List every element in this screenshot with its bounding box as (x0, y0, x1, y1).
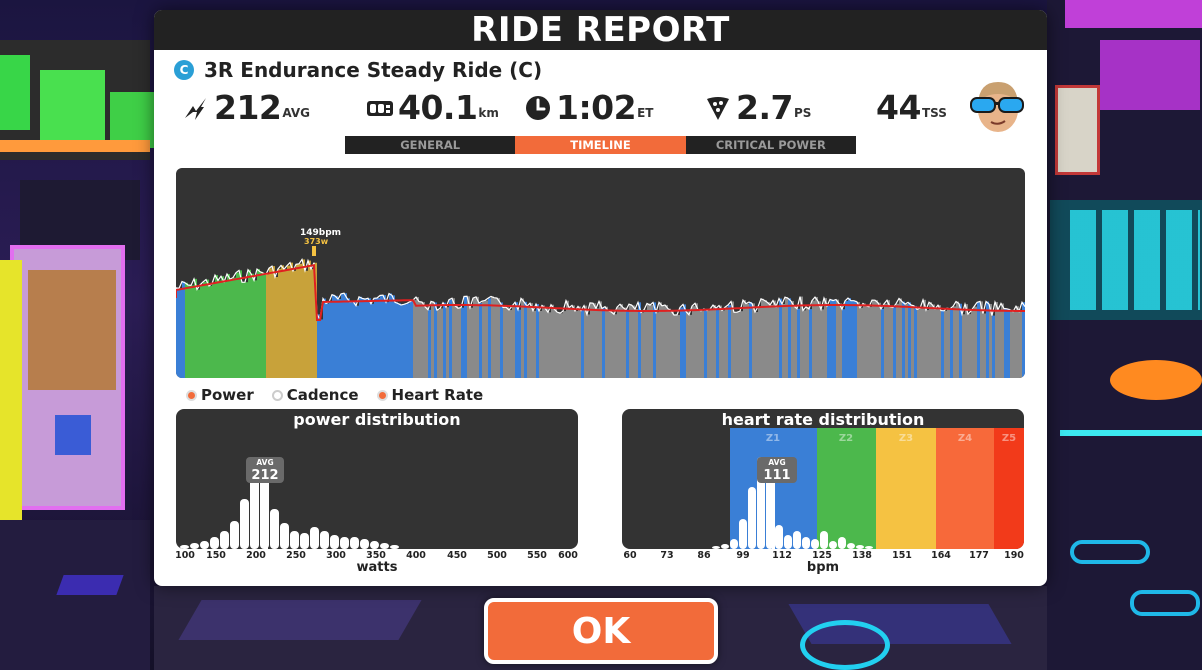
hr-tick: 177 (969, 550, 989, 561)
hr-tick: 86 (697, 550, 711, 561)
category-badge: C (174, 60, 194, 80)
tab-critical-power[interactable]: CRITICAL POWER (715, 138, 826, 152)
power-tick: 150 (206, 550, 226, 561)
hr-tick: 99 (736, 550, 750, 561)
tss-unit: TSS (921, 106, 947, 120)
hr-tick: 138 (852, 550, 872, 561)
power-tick: 500 (487, 550, 507, 561)
stat-pizza: 2.7 PS (704, 88, 811, 128)
power-tick: 100 (175, 550, 195, 561)
legend-cadence[interactable]: Cadence (271, 386, 359, 404)
rider-avatar (970, 82, 1024, 132)
power-tick: 300 (326, 550, 346, 561)
tss-value: 44 (876, 88, 921, 127)
pizza-unit: PS (793, 106, 812, 120)
power-tick: 550 (527, 550, 547, 561)
modal-title: RIDE REPORT (471, 10, 730, 50)
power-tick: 200 (246, 550, 266, 561)
hr-tick: 125 (812, 550, 832, 561)
zone-band-z4 (936, 428, 994, 549)
legend-power[interactable]: Power (186, 386, 254, 404)
stat-power: 212 AVG (182, 88, 310, 128)
power-icon (185, 98, 206, 120)
zone-label-z3: Z3 (899, 433, 913, 444)
hr-avg-badge (757, 457, 797, 483)
power-unit: AVG (282, 106, 310, 120)
time-value: 1:02 (556, 88, 637, 127)
peak-hr-label: 149bpm (300, 228, 341, 238)
stat-distance: 40.1 km (366, 88, 499, 128)
hr-tick: 73 (660, 550, 674, 561)
distance-value: 40.1 (398, 88, 478, 127)
power-x-label: watts (356, 560, 398, 575)
legend-power-toggle[interactable] (186, 389, 197, 401)
peak-power-label: 373w (304, 237, 329, 246)
stat-time: 1:02 ET (524, 88, 653, 128)
ride-title-row: C 3R Endurance Steady Ride (C) (174, 58, 542, 82)
zone-band-z2 (817, 428, 876, 549)
power-tick: 350 (366, 550, 386, 561)
peak-marker (312, 246, 316, 256)
heart-rate-trace (176, 264, 1025, 321)
time-unit: ET (637, 106, 654, 120)
hr-x-label: bpm (806, 560, 840, 575)
legend-heart-rate-label: Heart Rate (391, 386, 484, 404)
hr-distribution-panel: Z1 Z2 Z3 Z4 Z5 AVG 111 heart rate distri… (622, 409, 1024, 549)
power-x-axis: 100 150 200 250 300 350 400 450 500 550 … (175, 550, 578, 562)
power-tick: 600 (558, 550, 578, 561)
timeline-plot: 149bpm 373w (176, 228, 1025, 378)
legend-heart-rate-toggle[interactable] (376, 389, 388, 401)
power-tick: 450 (447, 550, 467, 561)
power-value: 212 (214, 88, 282, 127)
timeline-chart[interactable]: 149bpm 373w (176, 168, 1025, 378)
odometer-icon (367, 101, 393, 116)
stat-tss: 44 TSS (876, 88, 947, 128)
power-avg-label: AVG (256, 458, 273, 467)
ride-name: 3R Endurance Steady Ride (C) (204, 58, 543, 82)
power-tick: 250 (286, 550, 306, 561)
zone-label-z5: Z5 (1002, 433, 1016, 444)
stats-row: 212 AVG 40.1 km 1:02 ET (154, 88, 1047, 128)
power-tick: 400 (406, 550, 426, 561)
ride-report-modal: RIDE REPORT C 3R Endurance Steady Ride (… (154, 10, 1047, 586)
hr-distribution-histogram: Z1 Z2 Z3 Z4 Z5 AVG 111 (712, 428, 1024, 549)
legend-heart-rate[interactable]: Heart Rate (376, 386, 484, 404)
hr-tick: 190 (1004, 550, 1024, 561)
hr-tick: 164 (931, 550, 951, 561)
zone-band-z5 (994, 428, 1024, 549)
pizza-icon (707, 97, 729, 120)
power-distribution-histogram: AVG 212 (180, 457, 399, 549)
power-avg-value: 212 (251, 468, 278, 483)
zone-label-z1: Z1 (766, 433, 780, 444)
timeline-legend: Power Cadence Heart Rate (186, 386, 501, 404)
power-distribution-panel: power distribution AVG 212 (176, 409, 578, 549)
hr-x-axis: 60 73 86 99 112 125 138 151 164 177 190 (622, 550, 1024, 562)
legend-power-label: Power (201, 386, 254, 404)
hr-avg-value: 111 (763, 468, 790, 483)
hr-distribution-title: heart rate distribution (721, 410, 925, 429)
hr-tick: 151 (892, 550, 912, 561)
tab-general[interactable]: GENERAL (400, 138, 461, 152)
modal-header: RIDE REPORT (154, 10, 1047, 50)
legend-cadence-toggle[interactable] (271, 389, 283, 401)
report-tabs: GENERAL TIMELINE CRITICAL POWER (345, 136, 856, 154)
ok-button[interactable]: OK (484, 598, 718, 664)
pizza-value: 2.7 (736, 88, 793, 127)
zone-label-z2: Z2 (839, 433, 853, 444)
tab-timeline[interactable]: TIMELINE (515, 136, 686, 154)
legend-cadence-label: Cadence (286, 386, 359, 404)
zone-label-z4: Z4 (958, 433, 972, 444)
distance-unit: km (478, 106, 499, 120)
clock-icon (526, 96, 550, 120)
zone-band-z3 (876, 428, 936, 549)
hr-tick: 112 (772, 550, 792, 561)
power-avg-badge (246, 457, 284, 483)
hr-tick: 60 (623, 550, 637, 561)
hr-avg-label: AVG (768, 458, 785, 467)
power-distribution-title: power distribution (293, 410, 461, 429)
